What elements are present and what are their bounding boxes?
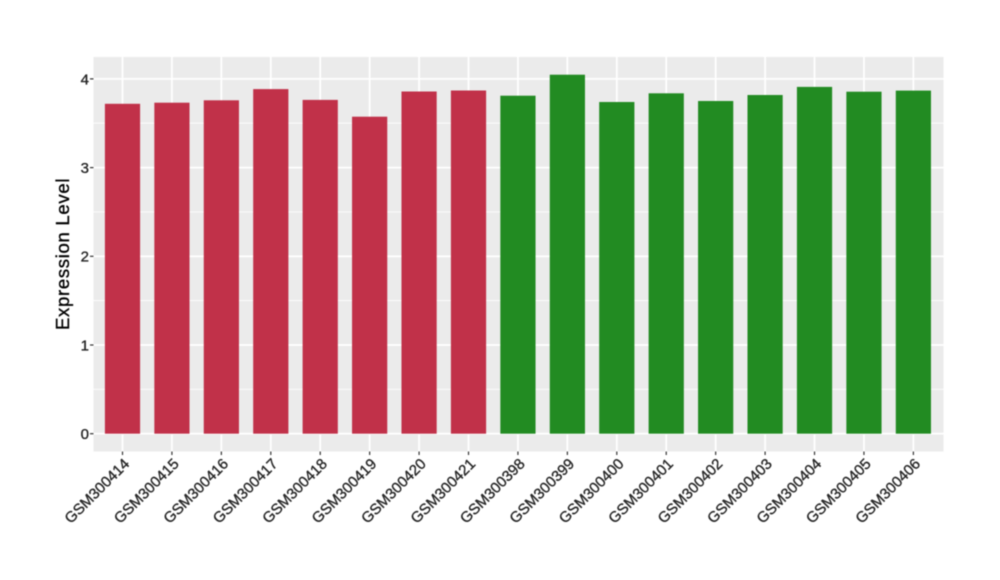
svg-text:Expression Level: Expression Level: [52, 179, 73, 330]
svg-text:3: 3: [81, 160, 89, 177]
svg-text:2: 2: [81, 249, 89, 266]
svg-text:4: 4: [81, 71, 89, 88]
svg-text:0: 0: [81, 426, 89, 443]
svg-text:1: 1: [81, 337, 89, 354]
